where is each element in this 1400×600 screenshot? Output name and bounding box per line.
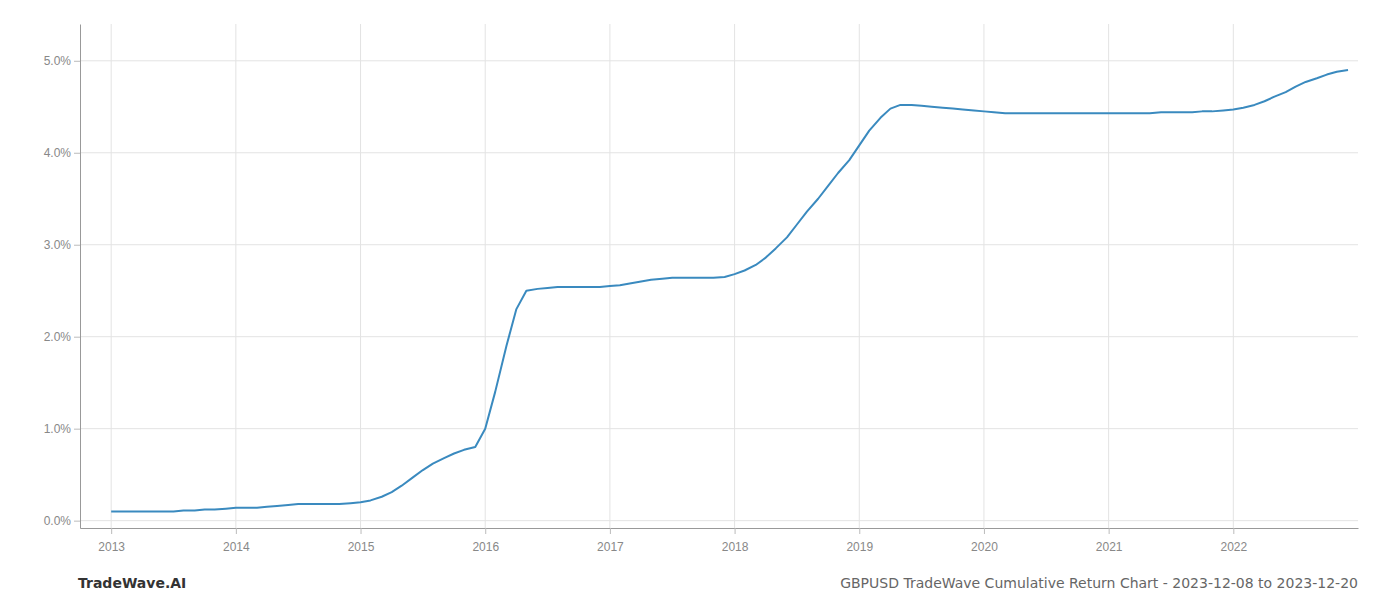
y-tick-mark [74,61,80,62]
y-tick-mark [74,245,80,246]
y-tick-label: 3.0% [44,238,72,252]
x-tick: 2020 [971,528,998,554]
x-tick-mark [610,528,611,534]
x-tick-mark [236,528,237,534]
x-tick-mark [111,528,112,534]
x-tick-mark [1109,528,1110,534]
plot-area [111,70,1348,511]
x-tick-label: 2014 [223,540,250,554]
x-tick-label: 2020 [971,540,998,554]
grid-line-x [734,24,735,528]
chart: 2013 2014 2015 2016 2017 2018 2019 2020 2021 2022… [0,0,1400,600]
grid-line-x [235,24,236,528]
x-tick: 2021 [1096,528,1123,554]
x-tick-label: 2017 [597,540,624,554]
y-tick: 0.0% [44,514,80,528]
y-tick: 5.0% [44,54,80,68]
grid-line-x [360,24,361,528]
x-tick-mark [984,528,985,534]
grid-line-x [1108,24,1109,528]
x-axis: 2013 2014 2015 2016 2017 2018 2019 2020 2021 2022 [81,528,1359,554]
x-axis-line [81,528,1359,529]
x-tick-mark [735,528,736,534]
y-axis-line [80,25,81,529]
grid-line-x [609,24,610,528]
x-tick: 2015 [348,528,375,554]
x-tick-mark [859,528,860,534]
grid-line-x [859,24,860,528]
grid-line-y [80,152,1358,153]
x-tick: 2017 [597,528,624,554]
grid-line-y [80,428,1358,429]
x-tick-label: 2015 [348,540,375,554]
y-tick-label: 4.0% [44,146,72,160]
y-tick: 2.0% [44,330,80,344]
grid-line-x [983,24,984,528]
grid-line-y [80,336,1358,337]
y-tick: 1.0% [44,422,80,436]
y-axis: 0.0% 1.0% 2.0% 3.0% 4.0% 5.0% [44,25,81,529]
grid-line-x [111,24,112,528]
grid [80,24,1358,528]
grid-line-y [80,60,1358,61]
x-tick: 2022 [1220,528,1247,554]
x-tick-mark [361,528,362,534]
x-tick: 2013 [98,528,125,554]
grid-line-y [80,520,1358,521]
y-tick-mark [74,337,80,338]
y-tick-label: 1.0% [44,422,72,436]
grid-line-x [1233,24,1234,528]
y-tick-label: 0.0% [44,514,72,528]
x-tick-label: 2021 [1096,540,1123,554]
x-tick-label: 2016 [472,540,499,554]
x-tick-label: 2013 [98,540,125,554]
y-tick-mark [74,429,80,430]
line [111,70,1348,511]
grid-line-x [485,24,486,528]
x-tick-mark [1233,528,1234,534]
x-tick: 2018 [722,528,749,554]
y-tick-label: 2.0% [44,330,72,344]
grid-line-y [80,244,1358,245]
x-tick-label: 2019 [846,540,873,554]
x-tick: 2014 [223,528,250,554]
y-tick: 3.0% [44,238,80,252]
y-tick: 4.0% [44,146,80,160]
x-tick: 2016 [472,528,499,554]
x-tick-mark [485,528,486,534]
y-tick-mark [74,153,80,154]
y-tick-mark [74,521,80,522]
watermark: TradeWave.AI [78,575,186,591]
x-tick-label: 2022 [1220,540,1247,554]
x-tick-label: 2018 [722,540,749,554]
x-tick: 2019 [846,528,873,554]
y-tick-label: 5.0% [44,54,72,68]
title: GBPUSD TradeWave Cumulative Return Chart… [840,575,1358,591]
